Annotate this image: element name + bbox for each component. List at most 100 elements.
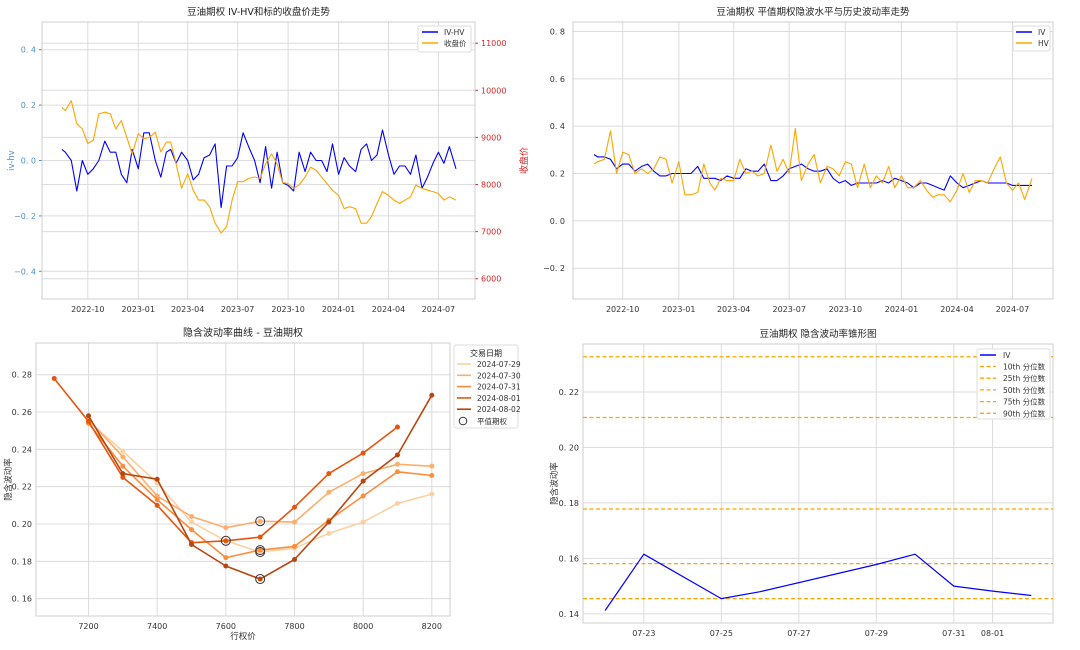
iv-smile-chart-point	[120, 471, 126, 477]
iv-smile-chart-point	[189, 527, 195, 533]
iv-smile-chart-line	[87, 418, 432, 529]
iv-smile-chart-point	[154, 493, 160, 499]
iv-hv-level-chart-y-tick-label: 0. 4	[550, 122, 565, 131]
iv-smile-chart-point	[291, 556, 297, 562]
iv-hv-chart: −0. 4 −0. 2 0. 0 0. 2 0. 4 6000 7000 8000 9000 10…	[7, 6, 530, 314]
iv-smile-chart-point	[291, 543, 297, 549]
iv-hv-chart-frame	[41, 21, 476, 300]
iv-smile-chart-point	[189, 519, 195, 525]
iv-smile-chart-point	[291, 519, 297, 525]
iv-smile-chart-legend: 交易日期 2024-07-29 2024-07-30 2024-07-31 2024-0…	[453, 344, 521, 429]
iv-smile-chart-point	[257, 576, 263, 582]
iv-hv-chart-y2-tick-label: 11000	[481, 39, 506, 48]
iv-hv-chart-y-tick-label: −0. 2	[14, 212, 36, 221]
iv-hv-level-chart-frame	[572, 21, 1054, 300]
iv-hv-level-chart-y-tick-label: 0. 6	[550, 75, 565, 84]
iv-smile-chart-point	[51, 375, 57, 381]
iv-cone-chart-y-tick-label: 0. 22	[559, 388, 579, 397]
iv-smile-chart-point	[394, 424, 400, 430]
iv-smile-chart-x-axis-label: 行权价	[230, 631, 256, 642]
iv-cone-chart-x-tick-label: 08-01	[981, 629, 1004, 638]
iv-hv-chart-y2-axis-label: 收盘价	[518, 147, 530, 174]
iv-hv-chart-x-tick-label: 2022-10	[71, 305, 104, 314]
iv-smile-chart-point	[394, 500, 400, 506]
legend-label: 2024-08-01	[477, 394, 521, 403]
iv-smile-chart-point	[326, 530, 332, 536]
legend-label: IV	[1003, 351, 1011, 360]
legend-label: 50th 分位数	[1003, 385, 1046, 395]
iv-smile-chart-frame	[35, 342, 451, 617]
iv-smile-chart-x-tick-label: 7800	[284, 622, 304, 631]
legend-label: 2024-07-31	[477, 383, 521, 392]
iv-hv-chart-y-tick-label: 0. 0	[21, 157, 36, 166]
iv-hv-level-chart-y-tick-label: 0. 8	[550, 27, 565, 36]
iv-smile-chart-point	[360, 450, 366, 456]
iv-smile-chart-y-tick-label: 0. 26	[12, 408, 32, 417]
iv-hv-chart-y2-tick-label: 9000	[481, 133, 501, 142]
iv-hv-chart-y2-tick-label: 7000	[481, 228, 501, 237]
iv-smile-chart-y-tick-label: 0. 20	[12, 520, 32, 529]
iv-cone-chart-x-tick-label: 07-29	[865, 629, 888, 638]
iv-smile-chart: 0. 16 0. 18 0. 20 0. 22 0. 24 0. 26 0. 28 7200 7…	[3, 326, 521, 642]
iv-cone-chart-y-tick-label: 0. 18	[559, 499, 579, 508]
iv-hv-chart-close-line	[61, 100, 457, 234]
iv-hv-chart-x-tick-label: 2023-10	[271, 305, 304, 314]
iv-hv-chart-x-tick-label: 2024-04	[372, 305, 405, 314]
legend-label: 2024-08-02	[477, 405, 521, 414]
iv-hv-chart-y-tick-label: 0. 4	[21, 46, 36, 55]
iv-hv-level-chart-y-tick-label: 0. 2	[550, 170, 565, 179]
iv-hv-level-chart-y-tick-label: 0. 0	[550, 217, 565, 226]
iv-hv-chart-y2-tick-label: 8000	[481, 181, 501, 190]
legend-label: 平值期权	[477, 416, 507, 426]
iv-cone-chart-y-tick-label: 0. 16	[559, 554, 579, 563]
legend-label: 10th 分位数	[1003, 362, 1046, 372]
iv-smile-chart-point	[223, 555, 229, 561]
iv-smile-chart-y-axis-label: 隐含波动率	[3, 458, 14, 501]
iv-smile-chart-point	[120, 448, 126, 454]
iv-hv-chart-y2-tick-label: 10000	[481, 86, 506, 95]
iv-cone-chart-x-tick-label: 07-27	[787, 629, 810, 638]
legend-label: 2024-07-29	[477, 360, 521, 369]
iv-smile-chart-point	[394, 469, 400, 475]
iv-hv-chart-y-tick-label: 0. 2	[21, 101, 36, 110]
iv-hv-level-chart-hv-line	[593, 127, 1033, 203]
legend-label: 75th 分位数	[1003, 397, 1046, 407]
iv-cone-chart-y-axis-label: 隐含波动率	[549, 462, 560, 505]
legend-title: 交易日期	[470, 348, 502, 358]
iv-smile-chart-point	[429, 472, 435, 478]
iv-smile-chart-point	[394, 452, 400, 458]
iv-hv-chart-x-tick-label: 2023-04	[171, 305, 204, 314]
legend-label: 2024-07-30	[477, 371, 521, 380]
iv-hv-level-chart-iv-line	[593, 154, 1032, 191]
iv-smile-chart-y-tick-label: 0. 18	[12, 557, 32, 566]
iv-smile-chart-x-tick-label: 7400	[147, 622, 167, 631]
iv-cone-chart-x-tick-label: 07-23	[632, 629, 655, 638]
iv-smile-chart-point	[154, 502, 160, 508]
iv-hv-chart-title: 豆油期权 IV-HV和标的收盘价走势	[187, 6, 330, 18]
iv-cone-chart-y-tick-label: 0. 20	[559, 443, 579, 452]
iv-smile-chart-y-tick-label: 0. 22	[12, 483, 32, 492]
iv-smile-chart-point	[326, 471, 332, 477]
iv-hv-level-chart-x-tick-label: 2023-07	[772, 305, 805, 314]
iv-smile-chart-point	[257, 518, 263, 524]
iv-smile-chart-series	[86, 417, 435, 531]
iv-smile-chart-point	[86, 418, 92, 424]
iv-smile-chart-point	[360, 519, 366, 525]
legend-atm-marker	[458, 416, 468, 426]
iv-smile-chart-point	[291, 504, 297, 510]
iv-hv-chart-x-tick-label: 2024-01	[322, 305, 355, 314]
iv-smile-chart-atm-marker	[255, 545, 266, 556]
iv-smile-chart-point	[223, 563, 229, 569]
iv-hv-chart-y-tick-label: −0. 4	[14, 267, 36, 276]
iv-smile-chart-point	[257, 534, 263, 540]
iv-cone-chart-x-tick-label: 07-25	[710, 629, 733, 638]
iv-smile-chart-point	[429, 491, 435, 497]
iv-smile-chart-point	[86, 413, 92, 419]
iv-hv-level-chart-x-tick-label: 2024-01	[885, 305, 918, 314]
iv-hv-chart-x-tick-label: 2023-07	[221, 305, 254, 314]
iv-smile-chart-atm-marker	[255, 574, 266, 585]
iv-hv-level-chart-x-tick-label: 2023-04	[717, 305, 750, 314]
iv-hv-chart-y2-tick-label: 6000	[481, 275, 501, 284]
